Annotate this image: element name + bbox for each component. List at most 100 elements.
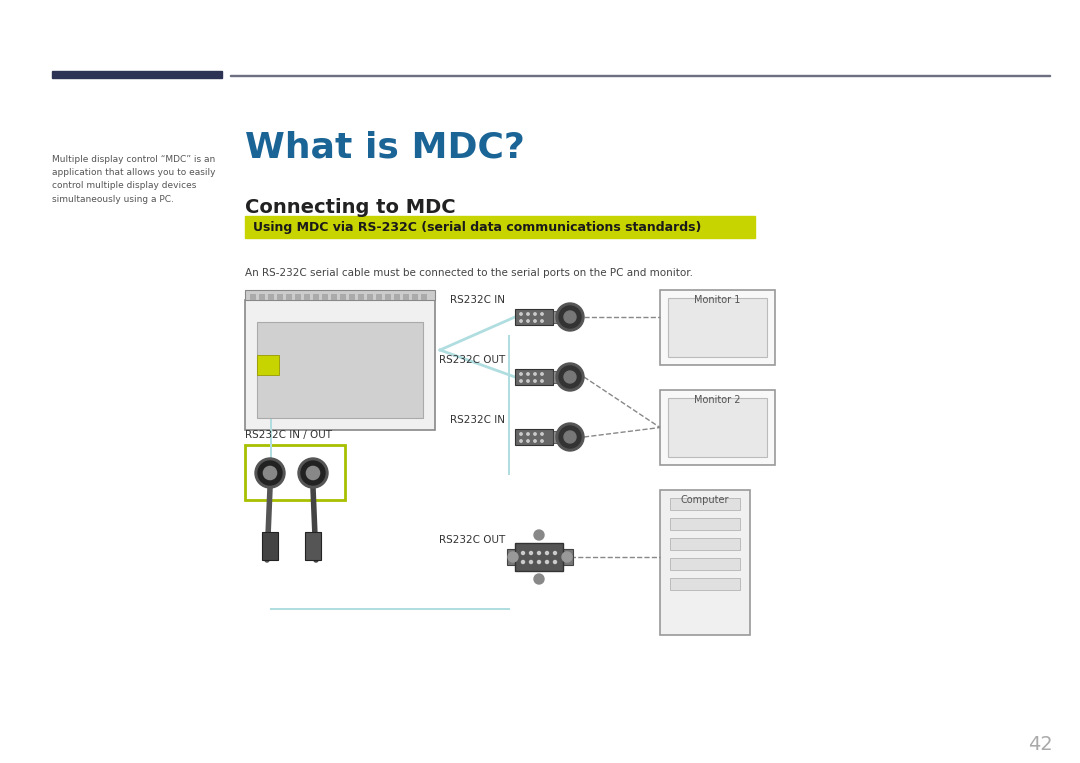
- Bar: [245, 300, 435, 430]
- Circle shape: [534, 373, 536, 375]
- Text: RS232C IN: RS232C IN: [450, 415, 505, 425]
- Bar: [670, 578, 740, 590]
- Bar: [245, 216, 755, 238]
- Text: Connecting to MDC: Connecting to MDC: [245, 198, 456, 217]
- Bar: [394, 294, 400, 300]
- Bar: [411, 294, 418, 300]
- Bar: [313, 294, 319, 300]
- Bar: [286, 294, 292, 300]
- Circle shape: [519, 439, 523, 443]
- Bar: [230, 75, 1050, 76]
- Circle shape: [508, 552, 518, 562]
- Circle shape: [541, 439, 543, 443]
- Text: An RS-232C serial cable must be connected to the serial ports on the PC and moni: An RS-232C serial cable must be connecte…: [245, 268, 693, 278]
- Circle shape: [541, 373, 543, 375]
- Bar: [268, 294, 274, 300]
- Bar: [515, 309, 553, 325]
- Bar: [357, 294, 364, 300]
- Circle shape: [298, 458, 328, 488]
- Circle shape: [307, 466, 320, 480]
- Circle shape: [534, 530, 544, 540]
- Bar: [670, 558, 740, 570]
- Text: Computer: Computer: [680, 495, 729, 505]
- Circle shape: [519, 433, 523, 435]
- Bar: [660, 490, 750, 635]
- Circle shape: [527, 439, 529, 443]
- Bar: [322, 294, 328, 300]
- Bar: [515, 429, 553, 445]
- Circle shape: [554, 561, 556, 564]
- Circle shape: [534, 433, 536, 435]
- Bar: [515, 543, 563, 571]
- Circle shape: [527, 380, 529, 382]
- Circle shape: [529, 561, 532, 564]
- Circle shape: [559, 306, 581, 328]
- Circle shape: [264, 466, 276, 480]
- Circle shape: [534, 574, 544, 584]
- Bar: [670, 538, 740, 550]
- Circle shape: [534, 313, 536, 315]
- Text: RS232C OUT: RS232C OUT: [438, 535, 505, 545]
- Bar: [330, 294, 337, 300]
- Circle shape: [527, 313, 529, 315]
- Bar: [563, 549, 573, 565]
- Text: RS232C IN: RS232C IN: [450, 295, 505, 305]
- Text: RS232C OUT: RS232C OUT: [438, 355, 505, 365]
- Text: Monitor 2: Monitor 2: [693, 395, 740, 405]
- Circle shape: [529, 552, 532, 555]
- Bar: [669, 398, 767, 457]
- Bar: [508, 335, 510, 475]
- Circle shape: [559, 426, 581, 448]
- Bar: [660, 290, 775, 365]
- Circle shape: [258, 461, 282, 485]
- Circle shape: [522, 552, 525, 555]
- Text: What is MDC?: What is MDC?: [245, 130, 525, 164]
- Bar: [349, 294, 355, 300]
- Circle shape: [519, 373, 523, 375]
- Bar: [515, 369, 553, 385]
- Bar: [52, 71, 222, 78]
- Circle shape: [554, 552, 556, 555]
- Bar: [367, 294, 373, 300]
- Circle shape: [534, 320, 536, 322]
- Bar: [670, 518, 740, 530]
- Bar: [259, 294, 265, 300]
- Circle shape: [541, 313, 543, 315]
- Circle shape: [564, 371, 576, 383]
- Circle shape: [527, 373, 529, 375]
- Circle shape: [564, 431, 576, 443]
- Bar: [276, 294, 283, 300]
- Bar: [507, 549, 517, 565]
- Bar: [421, 294, 427, 300]
- Bar: [257, 322, 423, 418]
- Bar: [553, 431, 561, 443]
- Bar: [403, 294, 409, 300]
- Circle shape: [527, 320, 529, 322]
- Circle shape: [562, 552, 572, 562]
- Circle shape: [541, 433, 543, 435]
- Circle shape: [541, 380, 543, 382]
- Bar: [376, 294, 382, 300]
- Bar: [669, 298, 767, 357]
- Bar: [553, 371, 561, 383]
- Circle shape: [545, 552, 549, 555]
- Text: RS232C IN / OUT: RS232C IN / OUT: [245, 430, 332, 440]
- Circle shape: [534, 439, 536, 443]
- Bar: [249, 294, 256, 300]
- Bar: [660, 390, 775, 465]
- Circle shape: [538, 561, 540, 564]
- Bar: [270, 608, 510, 610]
- Bar: [340, 294, 346, 300]
- Circle shape: [556, 303, 584, 331]
- Circle shape: [556, 423, 584, 451]
- Text: 42: 42: [1028, 735, 1052, 754]
- Circle shape: [522, 561, 525, 564]
- Circle shape: [538, 552, 540, 555]
- Circle shape: [527, 433, 529, 435]
- Text: Monitor 1: Monitor 1: [693, 295, 740, 305]
- Circle shape: [556, 363, 584, 391]
- Circle shape: [545, 561, 549, 564]
- Circle shape: [519, 313, 523, 315]
- Bar: [670, 498, 740, 510]
- Circle shape: [534, 380, 536, 382]
